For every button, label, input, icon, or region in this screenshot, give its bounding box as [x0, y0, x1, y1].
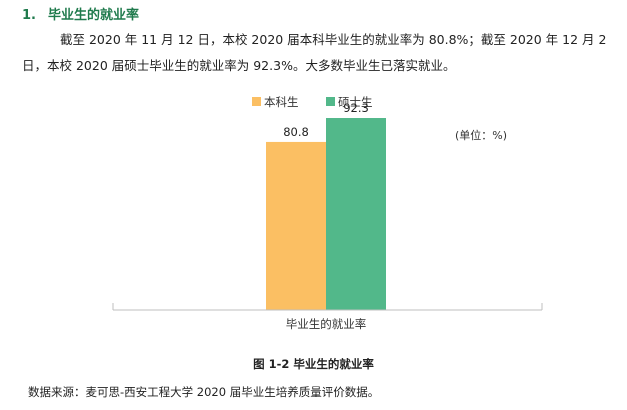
data-label-undergrad: 80.8 [283, 125, 309, 139]
legend-label-master: 硕士生 [338, 95, 373, 109]
section-title: 毕业生的就业率 [48, 8, 140, 23]
chart-legend: 本科生 硕士生 [252, 95, 373, 109]
legend-label-undergrad: 本科生 [264, 95, 299, 109]
bar-undergrad [266, 141, 326, 310]
x-category-label: 毕业生的就业率 [286, 317, 367, 331]
section-number: 1. [22, 8, 36, 23]
bar-master [326, 118, 386, 311]
section-heading: 1. 毕业生的就业率 [22, 4, 139, 23]
legend-swatch-undergrad [252, 97, 261, 106]
figure-caption: 图 1-2 毕业生的就业率 [253, 357, 374, 371]
data-label-master: 92.3 [343, 101, 369, 115]
unit-note: (单位：%) [455, 128, 507, 142]
body-paragraph: 截至 2020 年 11 月 12 日，本校 2020 届本科毕业生的就业率为 … [22, 32, 607, 73]
legend-swatch-master [326, 97, 335, 106]
bar-group: 80.8 92.3 [266, 101, 386, 311]
data-source-note: 数据来源：麦可思-西安工程大学 2020 届毕业生培养质量评价数据。 [28, 385, 380, 399]
